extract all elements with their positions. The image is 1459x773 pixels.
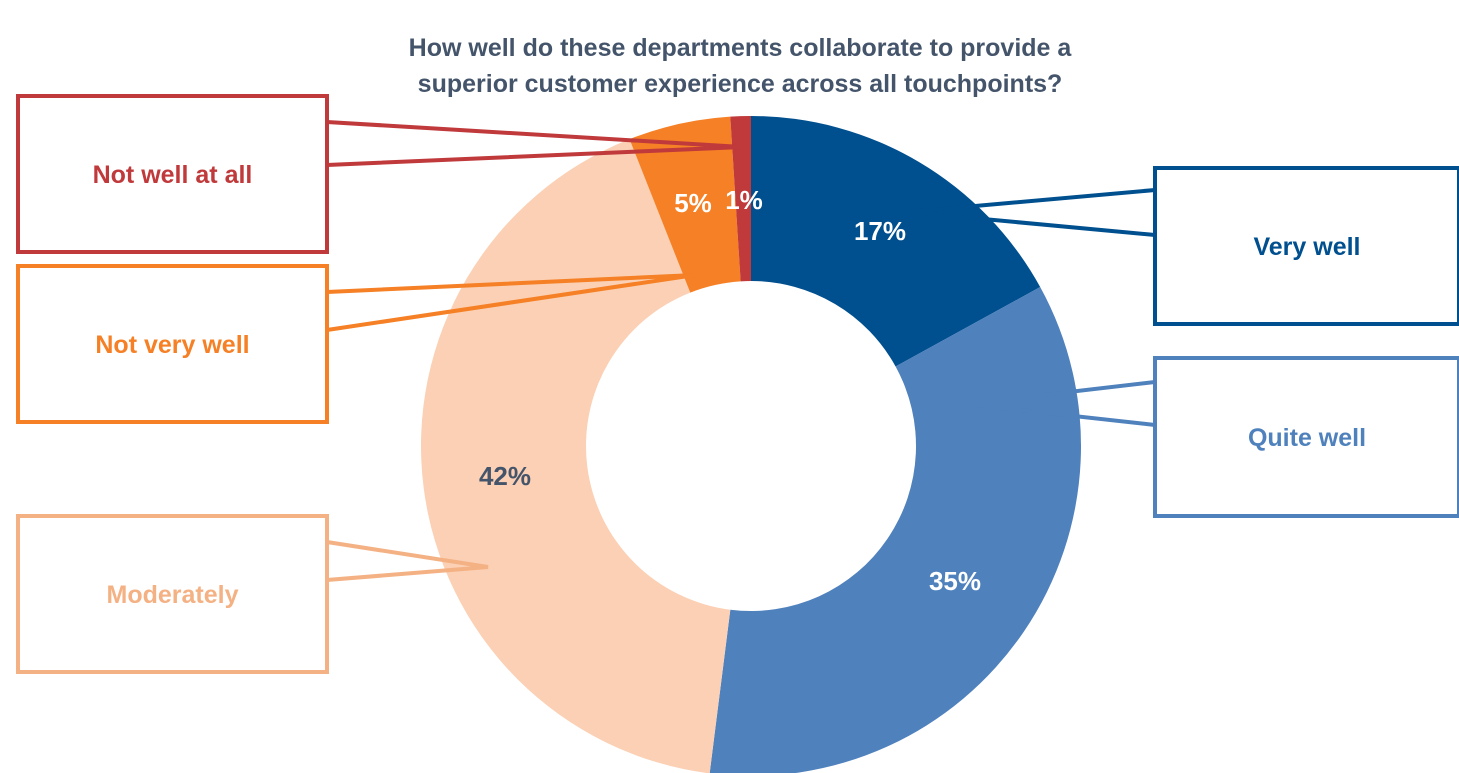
category-label-very-well: Very well [1253, 233, 1360, 261]
value-label-moderately: 42% [479, 461, 531, 491]
value-label-not-very-well: 5% [674, 188, 712, 218]
value-label-very-well: 17% [854, 216, 906, 246]
category-label-not-well-at-all: Not well at all [93, 161, 253, 189]
category-label-moderately: Moderately [107, 581, 239, 609]
chart-title-line-1: How well do these departments collaborat… [409, 34, 1073, 62]
value-label-quite-well: 35% [929, 566, 981, 596]
category-label-not-very-well: Not very well [95, 331, 249, 359]
value-label-not-well-at-all: 1% [725, 185, 763, 215]
category-label-quite-well: Quite well [1248, 424, 1366, 452]
chart-title-line-2: superior customer experience across all … [418, 70, 1063, 98]
